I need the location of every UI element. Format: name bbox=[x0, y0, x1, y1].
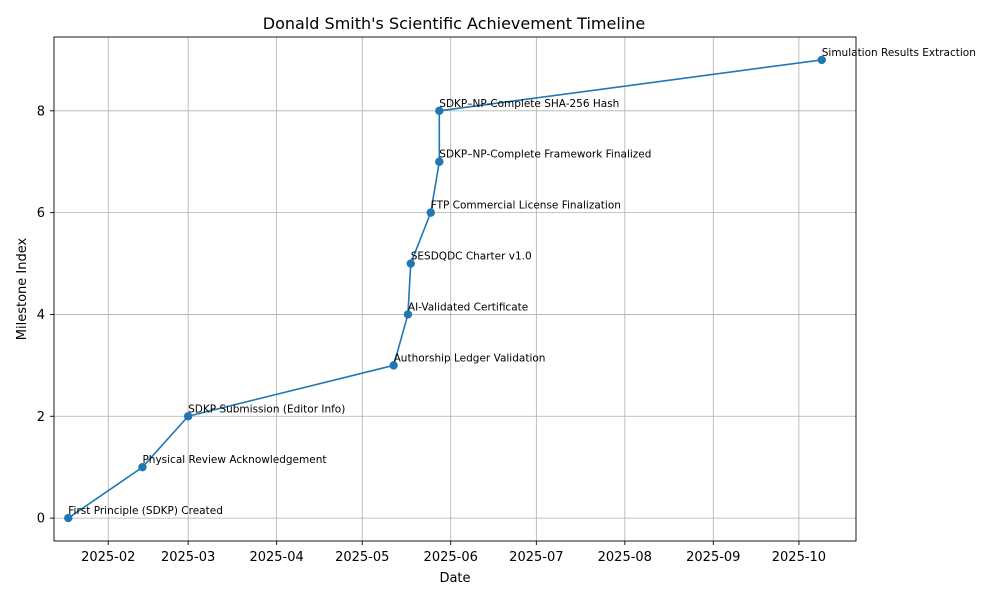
y-tick-label: 2 bbox=[37, 410, 45, 425]
x-axis-ticks: 2025-02 2025-03 2025-04 2025-05 2025-06 2025-… bbox=[81, 541, 826, 565]
data-point bbox=[817, 55, 826, 65]
x-tick-label: 2025-10 bbox=[772, 550, 826, 565]
series-layer bbox=[64, 55, 826, 523]
data-point bbox=[64, 513, 73, 523]
chart-title: Donald Smith's Scientific Achievement Ti… bbox=[263, 14, 645, 33]
data-point bbox=[406, 259, 415, 268]
point-label: AI-Validated Certificate bbox=[408, 301, 528, 313]
point-label: Simulation Results Extraction bbox=[822, 47, 976, 59]
x-tick-label: 2025-02 bbox=[81, 550, 135, 565]
y-tick-label: 0 bbox=[37, 512, 45, 527]
point-label: FTP Commercial License Finalization bbox=[431, 200, 621, 212]
data-point bbox=[426, 208, 435, 217]
x-tick-label: 2025-09 bbox=[686, 550, 740, 565]
y-axis-ticks: 0 2 4 6 8 bbox=[37, 104, 54, 527]
y-tick-label: 6 bbox=[37, 206, 45, 221]
x-tick-label: 2025-06 bbox=[424, 550, 478, 565]
data-point bbox=[435, 106, 444, 116]
series-line bbox=[67, 59, 822, 519]
data-point bbox=[183, 412, 193, 421]
x-tick-label: 2025-08 bbox=[598, 550, 652, 565]
x-tick-label: 2025-03 bbox=[161, 550, 215, 565]
data-point bbox=[138, 462, 147, 472]
point-label: Physical Review Acknowledgement bbox=[142, 454, 326, 466]
y-tick-label: 8 bbox=[37, 104, 45, 119]
point-label: SDKP Submission (Editor Info) bbox=[188, 403, 345, 415]
data-point bbox=[403, 310, 413, 319]
data-point bbox=[389, 361, 398, 370]
x-tick-label: 2025-07 bbox=[509, 550, 563, 565]
data-point bbox=[435, 157, 444, 166]
x-axis-label: Date bbox=[439, 571, 470, 586]
point-label: SESDQDC Charter v1.0 bbox=[411, 251, 532, 263]
x-tick-label: 2025-04 bbox=[249, 550, 303, 565]
y-axis-label: Milestone Index bbox=[15, 237, 30, 340]
y-tick-label: 4 bbox=[37, 308, 45, 323]
point-label: SDKP–NP-Complete Framework Finalized bbox=[439, 149, 651, 161]
plot-frame bbox=[53, 36, 857, 542]
point-label: First Principle (SDKP) Created bbox=[68, 505, 223, 517]
point-label: SDKP–NP-Complete SHA-256 Hash bbox=[439, 98, 619, 110]
annotations: First Principle (SDKP) Created Physical R… bbox=[68, 47, 976, 517]
x-tick-label: 2025-05 bbox=[335, 550, 389, 565]
point-label: Authorship Ledger Validation bbox=[394, 352, 546, 364]
